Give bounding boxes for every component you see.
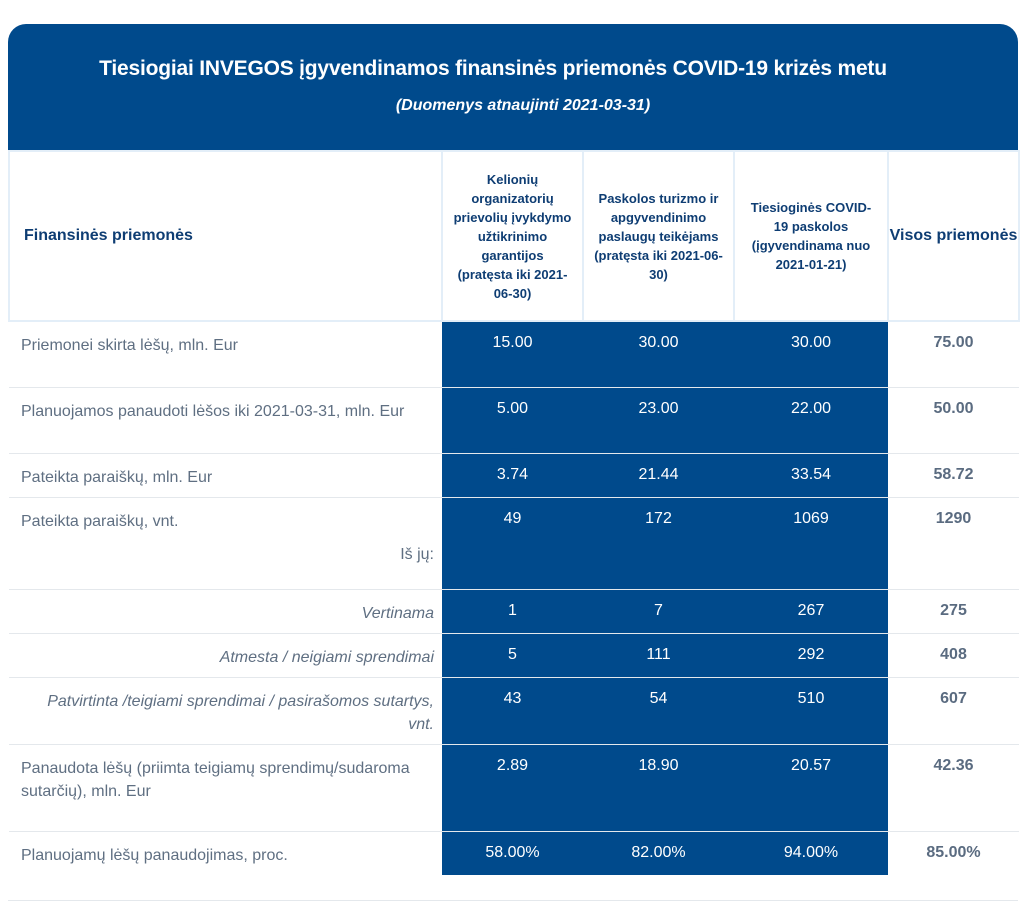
row-label: Pateikta paraiškų, mln. Eur	[9, 452, 442, 497]
table-row: Atmesta / neigiami sprendimai 5 111 292 …	[9, 632, 1019, 677]
table-row: Panaudota lėšų (priimta teigiamų sprendi…	[9, 743, 1019, 831]
row-sub-note: Iš jų:	[400, 545, 434, 563]
page-title: Tiesiogiai INVEGOS įgyvendinamos finansi…	[99, 57, 887, 80]
cell-value: 5	[442, 632, 583, 677]
row-label: Planuojamų lėšų panaudojimas, proc.	[9, 830, 442, 875]
cell-value: 22.00	[734, 386, 888, 453]
cell-value: 510	[734, 676, 888, 744]
bottom-divider	[8, 900, 1018, 901]
row-label: Planuojamos panaudoti lėšos iki 2021-03-…	[9, 386, 442, 453]
row-label: Vertinama	[9, 588, 442, 633]
row-label: Priemonei skirta lėšų, mln. Eur	[9, 320, 442, 387]
cell-value: 111	[583, 632, 734, 677]
cell-total: 50.00	[888, 386, 1019, 453]
row-label: Pateikta paraiškų, vnt. Iš jų:	[9, 496, 442, 589]
cell-total: 1290	[888, 496, 1019, 589]
cell-value: 1069	[734, 496, 888, 589]
cell-value: 5.00	[442, 386, 583, 453]
cell-value: 15.00	[442, 320, 583, 387]
cell-value: 2.89	[442, 743, 583, 831]
cell-total: 85.00%	[888, 830, 1019, 875]
cell-total: 408	[888, 632, 1019, 677]
table-row: Priemonei skirta lėšų, mln. Eur 15.00 30…	[9, 320, 1019, 387]
update-date-subtitle: (Duomenys atnaujinti 2021-03-31)	[395, 97, 651, 114]
cell-total: 275	[888, 588, 1019, 633]
row-label: Panaudota lėšų (priimta teigiamų sprendi…	[9, 743, 442, 831]
cell-value: 18.90	[583, 743, 734, 831]
table-row: Pateikta paraiškų, vnt. Iš jų: 49 172 10…	[9, 496, 1019, 589]
table-head-row: Finansinės priemonės Kelionių organizato…	[8, 150, 1020, 322]
cell-value: 292	[734, 632, 888, 677]
row-label: Atmesta / neigiami sprendimai	[9, 632, 442, 677]
column-header-measures: Finansinės priemonės	[8, 150, 443, 322]
cell-value: 49	[442, 496, 583, 589]
cell-total: 42.36	[888, 743, 1019, 831]
cell-value: 82.00%	[583, 830, 734, 875]
cell-value: 54	[583, 676, 734, 744]
table-header-banner: Tiesiogiai INVEGOS įgyvendinamos finansi…	[8, 24, 1018, 150]
cell-total: 607	[888, 676, 1019, 744]
cell-value: 58.00%	[442, 830, 583, 875]
row-label-text: Pateikta paraiškų, vnt.	[21, 512, 179, 530]
cell-value: 172	[583, 496, 734, 589]
cell-total: 75.00	[888, 320, 1019, 387]
cell-value: 20.57	[734, 743, 888, 831]
column-header-covid-loans: Tiesioginės COVID-19 paskolos (įgyvendin…	[733, 150, 889, 322]
cell-value: 3.74	[442, 452, 583, 497]
row-label: Patvirtinta /teigiami sprendimai / pasir…	[9, 676, 442, 744]
table-row: Pateikta paraiškų, mln. Eur 3.74 21.44 3…	[9, 452, 1019, 497]
cell-value: 1	[442, 588, 583, 633]
cell-value: 43	[442, 676, 583, 744]
table-row: Vertinama 1 7 267 275	[9, 588, 1019, 633]
cell-value: 33.54	[734, 452, 888, 497]
column-header-guarantees: Kelionių organizatorių prievolių įvykdym…	[441, 150, 584, 322]
cell-value: 21.44	[583, 452, 734, 497]
table-row: Planuojamų lėšų panaudojimas, proc. 58.0…	[9, 830, 1019, 875]
cell-value: 23.00	[583, 386, 734, 453]
cell-value: 267	[734, 588, 888, 633]
cell-total: 58.72	[888, 452, 1019, 497]
column-header-total: Visos priemonės	[887, 150, 1020, 322]
table-row: Patvirtinta /teigiami sprendimai / pasir…	[9, 676, 1019, 744]
cell-value: 7	[583, 588, 734, 633]
table-row: Planuojamos panaudoti lėšos iki 2021-03-…	[9, 386, 1019, 453]
cell-value: 94.00%	[734, 830, 888, 875]
column-header-tourism-loans: Paskolos turizmo ir apgyvendinimo paslau…	[582, 150, 735, 322]
cell-value: 30.00	[583, 320, 734, 387]
financial-measures-table: Finansinės priemonės Kelionių organizato…	[8, 150, 1020, 875]
cell-value: 30.00	[734, 320, 888, 387]
